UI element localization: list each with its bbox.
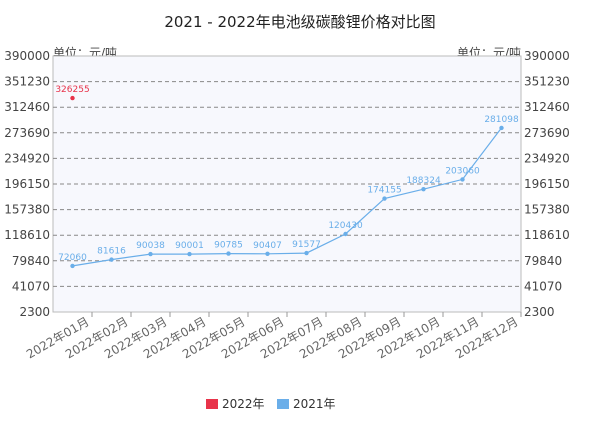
data-label: 120430 bbox=[328, 221, 363, 231]
legend-swatch[interactable] bbox=[206, 399, 218, 409]
y-tick-label-left: 2300 bbox=[19, 305, 50, 319]
data-label: 90407 bbox=[253, 241, 282, 251]
y-tick-label-left: 157380 bbox=[4, 203, 50, 217]
data-label: 72060 bbox=[58, 253, 87, 263]
y-tick-label-right: 196150 bbox=[524, 177, 570, 191]
y-tick-label-left: 79840 bbox=[12, 254, 50, 268]
data-point bbox=[265, 251, 270, 257]
x-axis: 2022年01月2022年02月2022年03月2022年04月2022年05月… bbox=[24, 312, 522, 362]
data-point bbox=[109, 257, 114, 262]
data-point bbox=[70, 263, 75, 269]
data-point bbox=[421, 186, 426, 192]
legend[interactable]: 2022年 2021年 bbox=[206, 397, 336, 411]
y-axis: 2300 2300 41070 41070 79840 79840 118610 118610… bbox=[4, 49, 570, 319]
y-tick-label-right: 312460 bbox=[524, 100, 570, 114]
series-line bbox=[72, 127, 502, 267]
grid bbox=[53, 81, 521, 287]
y-tick-label-right: 390000 bbox=[524, 49, 570, 63]
data-point bbox=[460, 177, 465, 182]
legend-label[interactable]: 2021年 bbox=[293, 397, 336, 411]
data-point bbox=[382, 196, 387, 201]
y-tick-label-right: 41070 bbox=[524, 279, 562, 293]
data-point bbox=[148, 251, 153, 257]
data-point bbox=[499, 125, 504, 131]
y-tick-label-left: 390000 bbox=[4, 49, 50, 63]
y-tick-label-right: 351230 bbox=[524, 75, 570, 89]
y-tick-label-left: 312460 bbox=[4, 100, 50, 114]
y-tick-label-right: 2300 bbox=[524, 305, 555, 319]
data-label: 90038 bbox=[136, 241, 165, 251]
data-label: 90785 bbox=[214, 241, 243, 251]
data-label: 91577 bbox=[292, 240, 321, 250]
data-label: 174155 bbox=[367, 186, 401, 196]
y-tick-label-right: 273690 bbox=[524, 126, 570, 140]
data-point bbox=[304, 250, 309, 256]
y-tick-label-left: 118610 bbox=[4, 228, 50, 242]
data-label: 281098 bbox=[484, 115, 519, 125]
data-point bbox=[187, 251, 192, 257]
chart-title: 2021 - 2022年电池级碳酸锂价格对比图 bbox=[164, 13, 435, 31]
data-label: 81616 bbox=[97, 247, 126, 257]
data-point bbox=[70, 95, 75, 101]
y-tick-label-right: 157380 bbox=[524, 203, 570, 217]
data-label: 188324 bbox=[406, 176, 441, 186]
y-tick-label-right: 118610 bbox=[524, 228, 570, 242]
y-tick-label-left: 273690 bbox=[4, 126, 50, 140]
legend-label[interactable]: 2022年 bbox=[222, 397, 265, 411]
y-tick-label-left: 196150 bbox=[4, 177, 50, 191]
y-tick-label-right: 79840 bbox=[524, 254, 562, 268]
series-layer: 326255 72060 81616 90038 90001 90785 90407 9157… bbox=[55, 85, 519, 269]
data-label: 203060 bbox=[445, 166, 480, 176]
data-point bbox=[343, 231, 348, 237]
data-point bbox=[226, 251, 231, 256]
y-tick-label-left: 351230 bbox=[4, 75, 50, 89]
y-tick-label-right: 234920 bbox=[524, 151, 570, 165]
y-tick-label-left: 234920 bbox=[4, 151, 50, 165]
y-tick-label-left: 41070 bbox=[12, 279, 50, 293]
legend-swatch[interactable] bbox=[277, 399, 289, 409]
data-label: 90001 bbox=[175, 241, 204, 251]
data-label: 326255 bbox=[55, 85, 89, 95]
